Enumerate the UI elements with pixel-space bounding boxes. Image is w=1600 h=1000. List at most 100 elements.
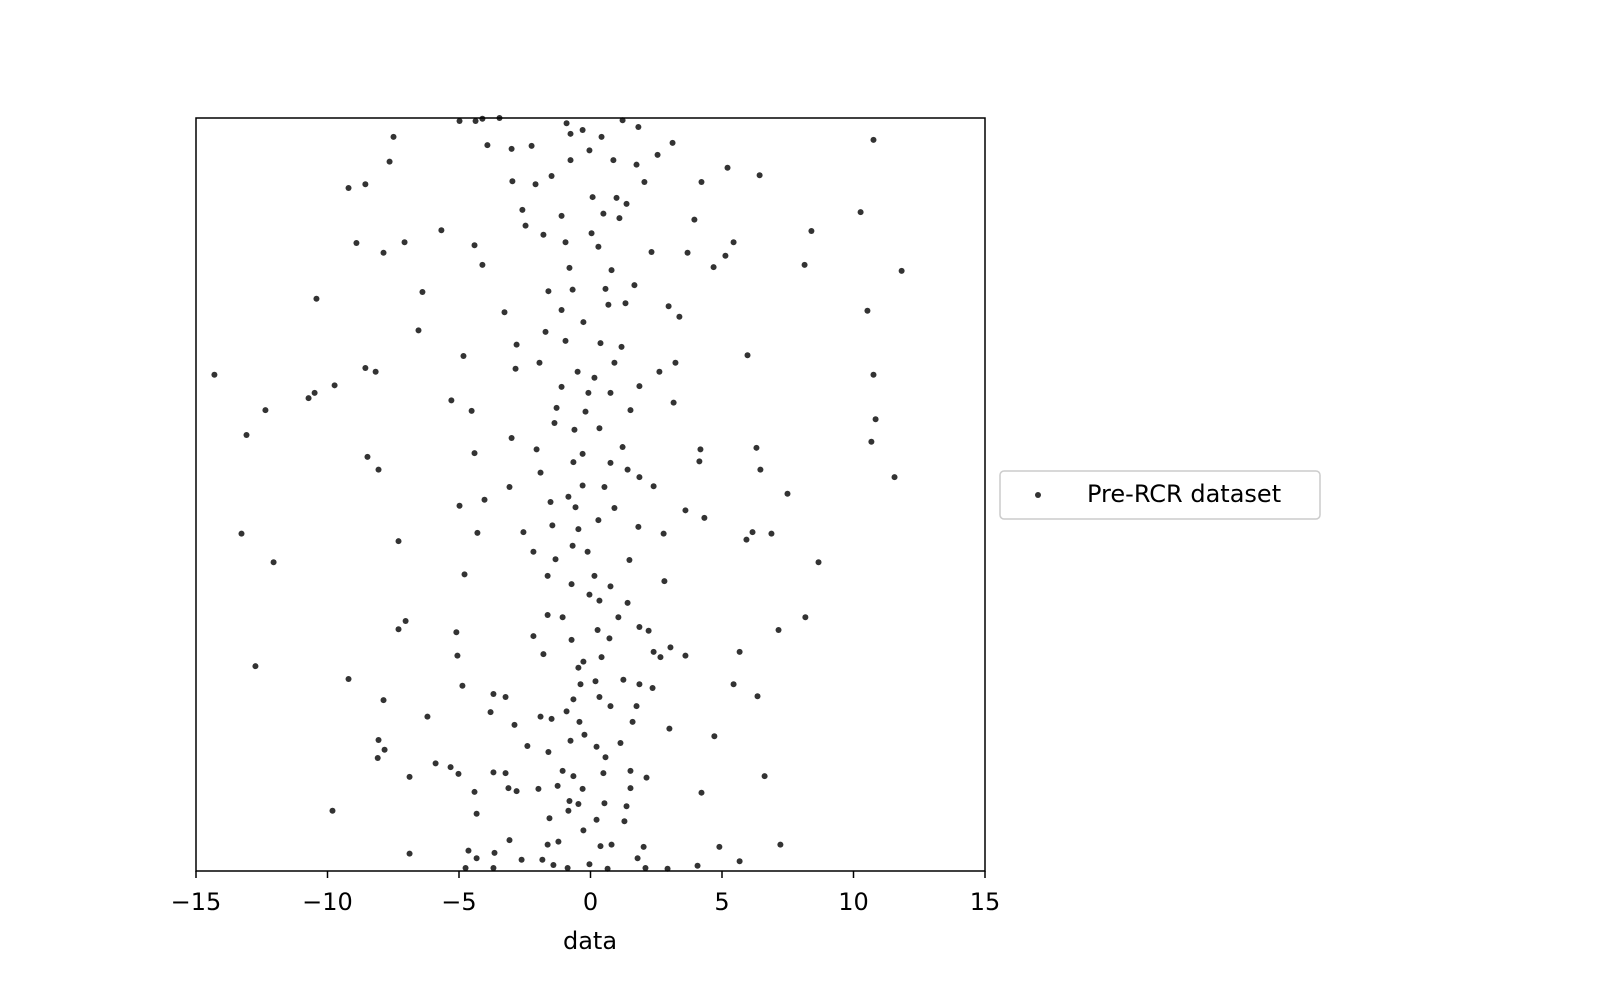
point xyxy=(364,453,371,460)
point xyxy=(761,773,768,780)
point xyxy=(696,458,703,465)
point xyxy=(270,559,277,566)
point xyxy=(682,652,689,659)
point xyxy=(579,785,586,792)
point xyxy=(613,194,620,201)
point xyxy=(375,736,382,743)
point xyxy=(661,578,668,585)
point xyxy=(698,789,705,796)
point xyxy=(552,556,559,563)
point xyxy=(650,648,657,655)
point xyxy=(524,743,531,750)
point xyxy=(591,374,598,381)
point xyxy=(415,327,422,334)
point xyxy=(401,239,408,246)
point xyxy=(898,267,905,274)
point xyxy=(313,295,320,302)
point xyxy=(508,145,515,152)
point xyxy=(724,164,731,171)
x-tick-label: −5 xyxy=(441,888,476,916)
point xyxy=(545,749,552,756)
point xyxy=(627,407,634,414)
point xyxy=(627,785,634,792)
point xyxy=(530,633,537,640)
point xyxy=(775,627,782,634)
point xyxy=(588,230,595,237)
point xyxy=(402,618,409,625)
point xyxy=(484,142,491,149)
point xyxy=(808,227,815,234)
point xyxy=(549,522,556,529)
point xyxy=(575,664,582,671)
point xyxy=(544,841,551,848)
point xyxy=(345,185,352,192)
point xyxy=(607,703,614,710)
point xyxy=(395,626,402,633)
point xyxy=(331,382,338,389)
point xyxy=(252,663,259,670)
point xyxy=(619,444,626,451)
point xyxy=(345,675,352,682)
point xyxy=(579,127,586,134)
point xyxy=(454,652,461,659)
point xyxy=(586,591,593,598)
point xyxy=(857,209,864,216)
point xyxy=(608,267,615,274)
point xyxy=(618,343,625,350)
point xyxy=(311,389,318,396)
point xyxy=(591,572,598,579)
point xyxy=(522,222,529,229)
point xyxy=(362,364,369,371)
point xyxy=(558,307,565,314)
point xyxy=(262,407,269,414)
point xyxy=(567,130,574,137)
point xyxy=(579,482,586,489)
point xyxy=(329,807,336,814)
point xyxy=(607,459,614,466)
point xyxy=(512,365,519,372)
point xyxy=(600,770,607,777)
point xyxy=(636,624,643,631)
point xyxy=(623,803,630,810)
point xyxy=(570,459,577,466)
point xyxy=(634,855,641,862)
point xyxy=(586,861,593,868)
point xyxy=(633,703,640,710)
point xyxy=(594,627,601,634)
x-tick-label: −15 xyxy=(171,888,222,916)
point xyxy=(802,614,809,621)
point xyxy=(611,505,618,512)
x-tick-label: 5 xyxy=(714,888,729,916)
point xyxy=(386,158,393,165)
point xyxy=(640,843,647,850)
point xyxy=(540,651,547,658)
point xyxy=(390,133,397,140)
legend-label: Pre-RCR dataset xyxy=(1087,480,1281,508)
point xyxy=(633,161,640,168)
point xyxy=(623,200,630,207)
point xyxy=(580,319,587,326)
point xyxy=(617,739,624,746)
point xyxy=(602,754,609,761)
point xyxy=(701,514,708,521)
point xyxy=(473,855,480,862)
point xyxy=(596,597,603,604)
point xyxy=(547,499,554,506)
point xyxy=(487,709,494,716)
point xyxy=(601,483,608,490)
point xyxy=(749,529,756,536)
point xyxy=(471,450,478,457)
point xyxy=(676,313,683,320)
point xyxy=(305,395,312,402)
point xyxy=(616,215,623,222)
point xyxy=(619,117,626,124)
point xyxy=(574,368,581,375)
point xyxy=(528,142,535,149)
point xyxy=(546,815,553,822)
point xyxy=(566,797,573,804)
point xyxy=(508,435,515,442)
point xyxy=(575,800,582,807)
legend-box xyxy=(999,470,1321,520)
point xyxy=(754,693,761,700)
point xyxy=(586,147,593,154)
